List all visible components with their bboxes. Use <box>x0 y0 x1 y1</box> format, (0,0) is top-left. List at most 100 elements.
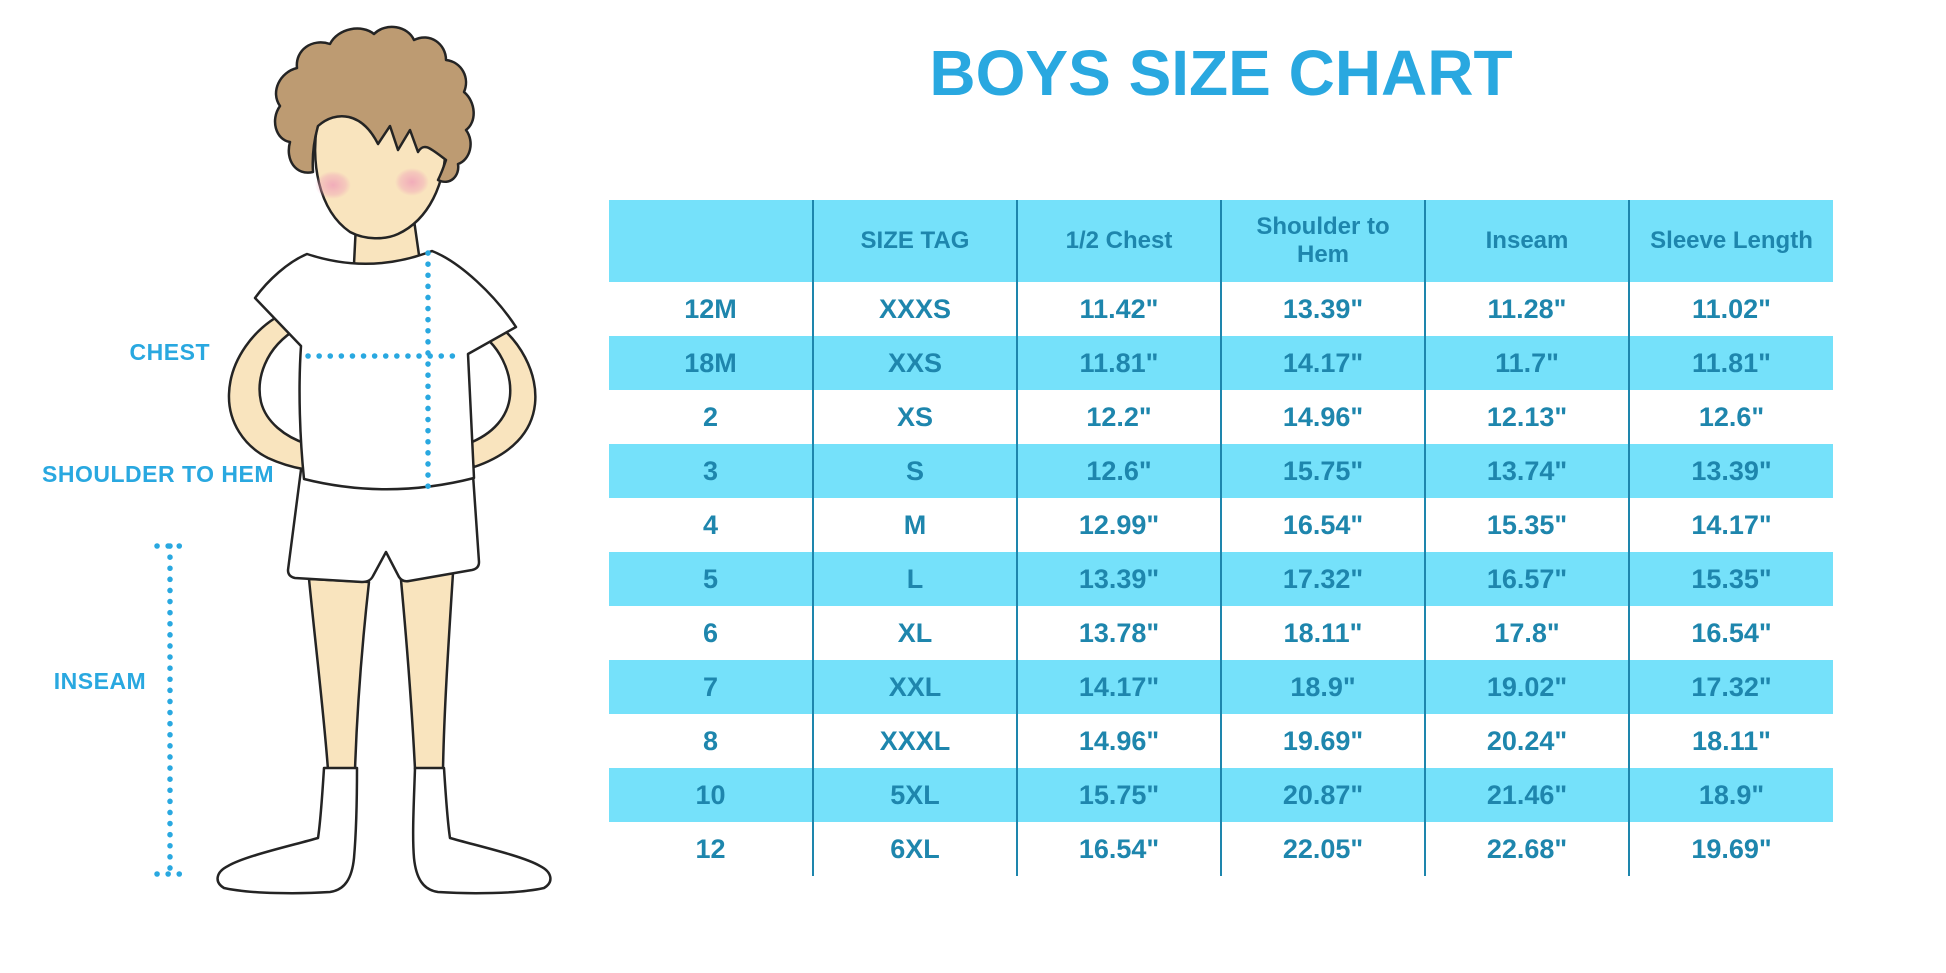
table-cell: 17.32" <box>1628 660 1833 714</box>
table-cell: 22.68" <box>1424 822 1629 876</box>
boy-blush-left <box>315 171 351 199</box>
inseam-measure-line <box>154 543 193 877</box>
table-header-cell: Shoulder to Hem <box>1220 200 1425 282</box>
table-row: 12 6XL 16.54" 22.05" 22.68" 19.69" <box>609 822 1833 876</box>
table-cell: 12.2" <box>1016 390 1221 444</box>
table-cell: 5 <box>702 563 719 594</box>
table-cell: XXXL <box>812 714 1017 768</box>
table-row: 18M XXS 11.81" 14.17" 11.7" 11.81" <box>609 336 1833 390</box>
table-cell: 13.39" <box>1220 282 1425 336</box>
table-cell: 12M <box>684 293 737 324</box>
table-cell: 14.17" <box>1628 498 1833 552</box>
table-cell: 19.69" <box>1628 822 1833 876</box>
boy-leg-right <box>399 571 455 771</box>
table-cell: 13.39" <box>1016 552 1221 606</box>
size-table: SIZE TAG 1/2 Chest Shoulder to Hem Inseam Sl… <box>609 200 1833 876</box>
table-cell: 5XL <box>812 768 1017 822</box>
table-cell: 18M <box>684 347 737 378</box>
table-header-cell <box>609 200 813 282</box>
table-cell: 13.74" <box>1424 444 1629 498</box>
boy-shorts <box>286 458 481 584</box>
table-cell: 6 <box>702 617 719 648</box>
table-cell: 12.13" <box>1424 390 1629 444</box>
table-cell: 21.46" <box>1424 768 1629 822</box>
table-row: 2 XS 12.2" 14.96" 12.13" 12.6" <box>609 390 1833 444</box>
table-cell: 12.6" <box>1628 390 1833 444</box>
table-row: 7 XXL 14.17" 18.9" 19.02" 17.32" <box>609 660 1833 714</box>
boy-arm-left <box>227 308 309 471</box>
chest-label: CHEST <box>129 339 210 365</box>
table-cell: 18.9" <box>1628 768 1833 822</box>
table-cell: XL <box>812 606 1017 660</box>
table-cell: 13.39" <box>1628 444 1833 498</box>
table-cell: 10 <box>695 779 726 810</box>
table-row: 5 L 13.39" 17.32" 16.57" 15.35" <box>609 552 1833 606</box>
boy-leg-left <box>307 577 371 772</box>
table-row: 12M XXXS 11.42" 13.39" 11.28" 11.02" <box>609 282 1833 336</box>
size-table-header-row: SIZE TAG 1/2 Chest Shoulder to Hem Inseam Sl… <box>609 200 1833 282</box>
table-cell: 12.6" <box>1016 444 1221 498</box>
table-cell: 13.78" <box>1016 606 1221 660</box>
table-cell: 18.9" <box>1220 660 1425 714</box>
table-cell: 16.54" <box>1016 822 1221 876</box>
table-cell: 14.96" <box>1220 390 1425 444</box>
table-cell: 15.75" <box>1016 768 1221 822</box>
table-cell: 19.02" <box>1424 660 1629 714</box>
table-cell: XXS <box>812 336 1017 390</box>
table-cell: 16.57" <box>1424 552 1629 606</box>
table-cell: 18.11" <box>1220 606 1425 660</box>
table-cell: L <box>812 552 1017 606</box>
table-header-cell: SIZE TAG <box>812 200 1017 282</box>
table-cell: 19.69" <box>1220 714 1425 768</box>
table-cell: 8 <box>702 725 719 756</box>
table-cell: 11.42" <box>1016 282 1221 336</box>
table-cell: 16.54" <box>1628 606 1833 660</box>
table-cell: 2 <box>702 401 719 432</box>
table-cell: 17.32" <box>1220 552 1425 606</box>
table-cell: XS <box>812 390 1017 444</box>
table-header-cell: Inseam <box>1424 200 1629 282</box>
page-title: BOYS SIZE CHART <box>929 37 1513 109</box>
table-cell: 20.24" <box>1424 714 1629 768</box>
table-cell: 11.28" <box>1424 282 1629 336</box>
table-cell: 11.81" <box>1016 336 1221 390</box>
table-cell: M <box>812 498 1017 552</box>
boy-sock-right <box>411 766 552 895</box>
table-cell: 17.8" <box>1424 606 1629 660</box>
table-cell: 11.7" <box>1424 336 1629 390</box>
table-cell: 15.75" <box>1220 444 1425 498</box>
shoulder-to-hem-label: SHOULDER TO HEM <box>42 461 274 487</box>
table-header-cell: 1/2 Chest <box>1016 200 1221 282</box>
table-row: 6 XL 13.78" 18.11" 17.8" 16.54" <box>609 606 1833 660</box>
boy-shirt <box>253 249 518 491</box>
boy-hair <box>273 25 475 183</box>
boy-blush-right <box>395 168 429 196</box>
table-cell: 4 <box>702 509 719 540</box>
table-row: 3 S 12.6" 15.75" 13.74" 13.39" <box>609 444 1833 498</box>
size-table-body: 12M XXXS 11.42" 13.39" 11.28" 11.02" 18M XXS 11.… <box>609 282 1833 876</box>
boy-illustration <box>154 25 552 895</box>
table-cell: 12.99" <box>1016 498 1221 552</box>
table-cell: 11.81" <box>1628 336 1833 390</box>
table-cell: 11.02" <box>1628 282 1833 336</box>
table-cell: 15.35" <box>1424 498 1629 552</box>
table-cell: 12 <box>695 833 726 864</box>
table-cell: 14.96" <box>1016 714 1221 768</box>
table-cell: 15.35" <box>1628 552 1833 606</box>
table-row: 8 XXXL 14.96" 19.69" 20.24" 18.11" <box>609 714 1833 768</box>
table-cell: 6XL <box>812 822 1017 876</box>
table-cell: 3 <box>702 455 719 486</box>
table-cell: S <box>812 444 1017 498</box>
table-cell: 20.87" <box>1220 768 1425 822</box>
inseam-label: INSEAM <box>53 668 147 694</box>
table-cell: XXXS <box>812 282 1017 336</box>
table-cell: XXL <box>812 660 1017 714</box>
table-header-cell: Sleeve Length <box>1628 200 1833 282</box>
table-cell: 14.17" <box>1016 660 1221 714</box>
table-cell: 18.11" <box>1628 714 1833 768</box>
size-table-head: SIZE TAG 1/2 Chest Shoulder to Hem Inseam Sl… <box>609 200 1833 282</box>
table-cell: 22.05" <box>1220 822 1425 876</box>
boy-sock-left <box>216 766 359 895</box>
table-row: 10 5XL 15.75" 20.87" 21.46" 18.9" <box>609 768 1833 822</box>
table-cell: 16.54" <box>1220 498 1425 552</box>
